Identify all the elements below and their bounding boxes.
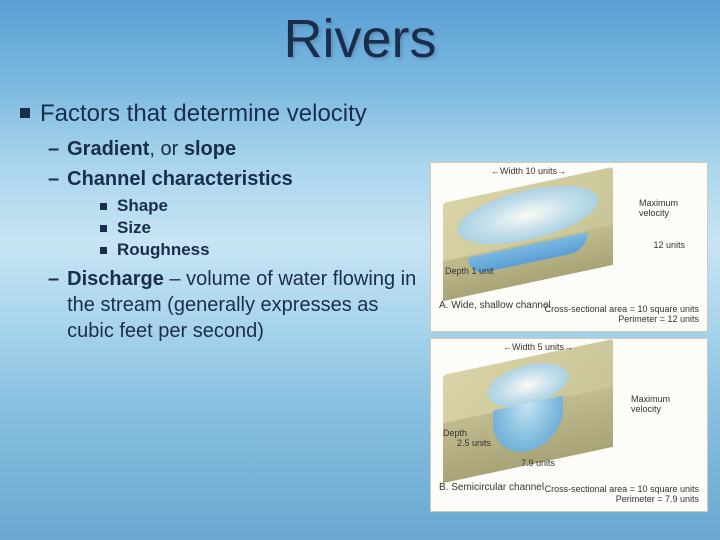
dash-bullet-icon: – xyxy=(48,266,59,292)
bullet-shape: Shape xyxy=(100,196,430,216)
channel-3d-a: ←Width 10 units→ Maximum velocity 12 uni… xyxy=(431,163,707,331)
square-bullet-icon xyxy=(100,247,107,254)
square-bullet-icon xyxy=(20,108,30,118)
width-label-a: ←Width 10 units→ xyxy=(491,167,566,177)
dash-bullet-icon: – xyxy=(48,166,59,192)
bullet-roughness: Roughness xyxy=(100,240,430,260)
diagram-a-wide-shallow: ←Width 10 units→ Maximum velocity 12 uni… xyxy=(430,162,708,332)
depth-val-b: 2.5 units xyxy=(457,439,491,449)
max-velocity-label-b: Maximum velocity xyxy=(631,395,689,415)
dash-bullet-icon: – xyxy=(48,136,59,162)
square-bullet-icon xyxy=(100,203,107,210)
bullet-channel: – Channel characteristics xyxy=(48,166,430,192)
slide-container: Rivers Factors that determine velocity –… xyxy=(0,0,720,540)
max-velocity-label-a: Maximum velocity xyxy=(639,199,697,219)
caption-b: B. Semicircular channel xyxy=(439,482,544,493)
main-bullet-text: Factors that determine velocity xyxy=(40,100,367,128)
bullet-gradient: – Gradient, or slope xyxy=(48,136,430,162)
slide-title: Rivers xyxy=(0,0,720,70)
diagram-b-semicircular: ←Width 5 units→ Maximum velocity Depth 2… xyxy=(430,338,708,512)
bullet-size: Size xyxy=(100,218,430,238)
diagrams-panel: ←Width 10 units→ Maximum velocity 12 uni… xyxy=(430,162,708,518)
caption-a: A. Wide, shallow channel xyxy=(439,300,551,311)
channel-text: Channel characteristics xyxy=(67,166,293,192)
bullet-level1: Factors that determine velocity xyxy=(20,100,430,128)
width-label-b: ←Width 5 units→ xyxy=(503,343,573,353)
bullet-discharge: – Discharge – volume of water flowing in… xyxy=(48,266,430,344)
side-units-label-a: 12 units xyxy=(653,241,685,251)
stats2-b: Perimeter = 7.9 units xyxy=(616,495,699,505)
content-area: Factors that determine velocity – Gradie… xyxy=(20,100,430,348)
gradient-text: Gradient, or slope xyxy=(67,136,236,162)
side-units-label-b: 7.9 units xyxy=(521,459,555,469)
square-bullet-icon xyxy=(100,225,107,232)
depth-label-a: Depth 1 unit xyxy=(445,267,494,277)
stats2-a: Perimeter = 12 units xyxy=(618,315,699,325)
channel-3d-b: ←Width 5 units→ Maximum velocity Depth 2… xyxy=(431,339,707,511)
discharge-text: Discharge – volume of water flowing in t… xyxy=(67,266,430,344)
